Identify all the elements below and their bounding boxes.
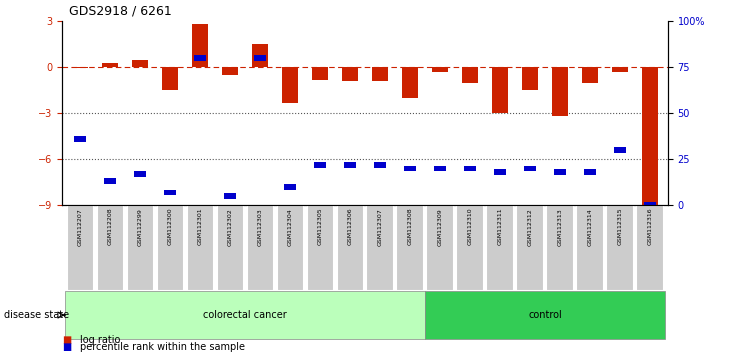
Bar	[254, 55, 266, 61]
Bar	[404, 166, 415, 171]
Bar	[224, 193, 236, 199]
Text: colorectal cancer: colorectal cancer	[203, 310, 287, 320]
Text: ■: ■	[62, 342, 72, 352]
Text: GSM112306: GSM112306	[347, 208, 353, 245]
Text: GSM112313: GSM112313	[558, 208, 563, 246]
Bar	[396, 205, 423, 290]
Bar	[434, 166, 446, 171]
Bar	[402, 67, 418, 98]
Bar	[524, 166, 536, 171]
Text: GSM112310: GSM112310	[467, 208, 472, 245]
Text: GSM112311: GSM112311	[497, 208, 502, 245]
Bar	[554, 169, 566, 175]
Bar	[187, 205, 213, 290]
Bar	[337, 205, 363, 290]
Bar	[552, 67, 568, 116]
Bar	[307, 205, 333, 290]
Bar	[164, 189, 176, 195]
Bar	[315, 162, 326, 168]
Bar	[134, 171, 146, 177]
Bar	[342, 67, 358, 81]
Bar	[192, 24, 208, 67]
Bar	[72, 67, 88, 68]
Bar	[486, 205, 513, 290]
Text: GSM112299: GSM112299	[137, 208, 142, 246]
Text: GSM112314: GSM112314	[588, 208, 593, 246]
Text: GSM112300: GSM112300	[167, 208, 172, 245]
Bar	[425, 291, 665, 339]
Text: GSM112312: GSM112312	[528, 208, 532, 246]
Text: control: control	[528, 310, 562, 320]
Bar	[126, 205, 153, 290]
Bar	[74, 136, 85, 142]
Bar	[374, 162, 385, 168]
Bar	[194, 55, 206, 61]
Text: log ratio: log ratio	[80, 335, 120, 345]
Bar	[252, 44, 268, 67]
Bar	[645, 202, 656, 208]
Bar	[547, 205, 573, 290]
Bar	[156, 205, 183, 290]
Bar	[247, 205, 273, 290]
Bar	[614, 147, 626, 153]
Bar	[612, 67, 629, 72]
Bar	[282, 67, 299, 103]
Bar	[426, 205, 453, 290]
Text: GSM112308: GSM112308	[407, 208, 412, 245]
Text: GSM112307: GSM112307	[377, 208, 383, 246]
Bar	[517, 205, 543, 290]
Bar	[96, 205, 123, 290]
Text: GSM112208: GSM112208	[107, 208, 112, 245]
Bar	[582, 67, 598, 82]
Text: GDS2918 / 6261: GDS2918 / 6261	[69, 5, 172, 18]
Text: GSM112304: GSM112304	[288, 208, 293, 246]
Text: GSM112316: GSM112316	[648, 208, 653, 245]
Bar	[577, 205, 603, 290]
Text: GSM112305: GSM112305	[318, 208, 323, 245]
Bar	[222, 67, 238, 75]
Bar	[372, 67, 388, 81]
Bar	[217, 205, 243, 290]
Bar	[494, 169, 506, 175]
Bar	[456, 205, 483, 290]
Bar	[284, 184, 296, 190]
Bar	[584, 169, 596, 175]
Bar	[522, 67, 538, 90]
Text: GSM112301: GSM112301	[198, 208, 202, 245]
Bar	[637, 205, 663, 290]
Text: percentile rank within the sample: percentile rank within the sample	[80, 342, 245, 352]
Bar	[492, 67, 508, 113]
Bar	[104, 178, 116, 184]
Text: GSM112302: GSM112302	[228, 208, 233, 246]
Text: GSM112315: GSM112315	[618, 208, 623, 245]
Text: disease state: disease state	[4, 310, 69, 320]
Bar	[464, 166, 476, 171]
Bar	[431, 67, 448, 72]
Bar	[66, 205, 93, 290]
Bar	[366, 205, 393, 290]
Text: GSM112303: GSM112303	[258, 208, 263, 246]
Bar	[65, 291, 425, 339]
Text: ■: ■	[62, 335, 72, 345]
Bar	[462, 67, 478, 82]
Text: GSM112207: GSM112207	[77, 208, 82, 246]
Bar	[607, 205, 633, 290]
Bar	[312, 67, 328, 80]
Bar	[101, 63, 118, 67]
Bar	[277, 205, 303, 290]
Bar	[345, 162, 356, 168]
Bar	[642, 67, 658, 205]
Text: GSM112309: GSM112309	[437, 208, 442, 246]
Bar	[162, 67, 178, 90]
Bar	[132, 59, 148, 67]
